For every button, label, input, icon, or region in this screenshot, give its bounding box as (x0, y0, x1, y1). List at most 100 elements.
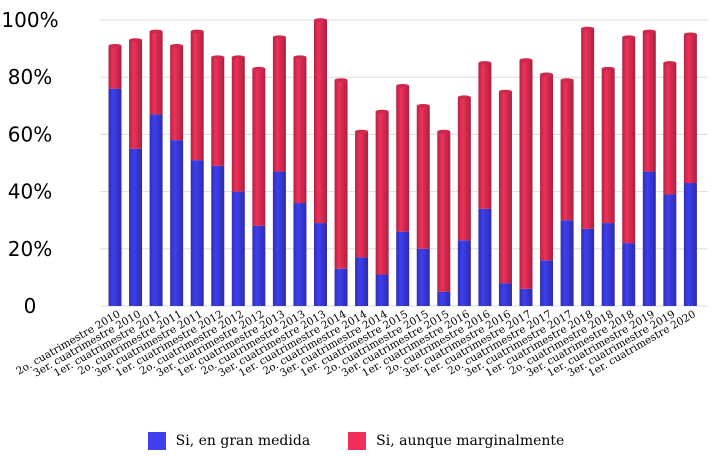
bar-segment-marginalmente (601, 68, 615, 224)
y-tick-label: 0 (24, 294, 37, 318)
bar-segment-marginalmente (642, 31, 656, 172)
bar-cap (498, 89, 512, 94)
bar-segment-marginalmente (231, 57, 245, 192)
stacked-bar-chart: 020%40%60%80%100%2o. cuatrimestre 20103e… (1, 8, 708, 380)
y-tick-label: 100% (1, 8, 58, 32)
bar-cap (375, 109, 389, 114)
chart-legend: Si, en gran medida Si, aunque marginalme… (0, 432, 712, 450)
bar-segment-gran-medida (375, 274, 389, 306)
bar-cap (416, 104, 430, 108)
bar-cap (622, 35, 636, 39)
bar-segment-gran-medida (601, 223, 615, 306)
bar-cap (129, 38, 143, 42)
y-tick-label: 20% (8, 237, 52, 261)
bar-segment-marginalmente (149, 31, 163, 115)
bar-segment-gran-medida (519, 288, 533, 306)
bar-segment-gran-medida (272, 171, 286, 306)
bar-cap (642, 29, 656, 34)
bar-segment-marginalmente (293, 57, 307, 204)
bar-segment-gran-medida (149, 114, 163, 306)
bar-segment-gran-medida (581, 228, 595, 306)
bar-segment-marginalmente (581, 28, 595, 229)
bar-segment-gran-medida (457, 240, 471, 306)
bar-segment-gran-medida (293, 203, 307, 306)
bar-segment-gran-medida (129, 148, 143, 306)
legend-item-series-2: Si, aunque marginalmente (348, 432, 564, 450)
bar-cap (108, 43, 122, 48)
bar-cap (581, 26, 595, 31)
bar-segment-marginalmente (190, 31, 204, 161)
bar-segment-gran-medida (642, 171, 656, 306)
y-tick-label: 60% (8, 122, 52, 146)
bar-segment-marginalmente (560, 80, 574, 221)
y-tick-label: 40% (8, 180, 52, 204)
bar-segment-gran-medida (437, 291, 451, 306)
bar-segment-marginalmente (211, 57, 225, 166)
bar-cap (663, 61, 677, 65)
bar-segment-marginalmente (375, 111, 389, 275)
bar-cap (683, 32, 697, 37)
bar-cap (457, 95, 471, 100)
bar-segment-gran-medida (683, 183, 697, 306)
bar-cap (314, 18, 327, 22)
bar-segment-gran-medida (416, 248, 430, 306)
bar-segment-marginalmente (396, 85, 410, 232)
bar-cap (149, 29, 163, 34)
bar-segment-gran-medida (498, 283, 512, 306)
bar-segment-gran-medida (314, 223, 327, 306)
bar-cap (396, 83, 410, 88)
bar-cap (211, 55, 225, 59)
legend-label-series-2: Si, aunque marginalmente (376, 433, 565, 449)
bar-segment-gran-medida (622, 243, 636, 306)
bar-cap (252, 66, 266, 71)
bar-segment-gran-medida (108, 88, 122, 306)
bar-segment-marginalmente (498, 91, 512, 284)
bar-segment-gran-medida (560, 220, 574, 306)
bar-cap (231, 55, 245, 59)
legend-swatch-series-2 (348, 432, 367, 450)
bar-segment-marginalmente (437, 131, 451, 292)
y-tick-label: 80% (8, 65, 52, 89)
bar-cap (334, 78, 348, 82)
bar-cap (540, 72, 554, 77)
bar-segment-gran-medida (190, 160, 204, 306)
bar-segment-marginalmente (170, 45, 184, 141)
bar-cap (519, 58, 533, 62)
legend-item-series-1: Si, en gran medida (147, 432, 311, 450)
bar-segment-marginalmente (683, 34, 697, 184)
bar-segment-gran-medida (211, 165, 225, 306)
bar-segment-gran-medida (170, 140, 184, 306)
bar-segment-marginalmente (314, 20, 327, 224)
bar-cap (272, 35, 286, 39)
bar-segment-marginalmente (663, 62, 677, 195)
bar-segment-marginalmente (622, 37, 636, 244)
bar-segment-gran-medida (540, 260, 554, 306)
bar-segment-marginalmente (334, 80, 348, 269)
bar-segment-gran-medida (231, 191, 245, 306)
bar-segment-marginalmente (478, 62, 492, 209)
bar-segment-marginalmente (252, 68, 266, 226)
bar-segment-marginalmente (129, 40, 143, 149)
bar-segment-gran-medida (252, 225, 266, 306)
bar-segment-marginalmente (519, 60, 533, 289)
legend-swatch-series-1 (147, 432, 166, 450)
bar-cap (478, 61, 492, 65)
bar-segment-marginalmente (355, 131, 369, 258)
bar-cap (601, 66, 615, 71)
bar-cap (560, 78, 574, 82)
bar-segment-gran-medida (334, 268, 348, 306)
bar-cap (293, 55, 307, 59)
bar-cap (355, 129, 369, 134)
bar-segment-gran-medida (355, 257, 369, 306)
bar-segment-marginalmente (108, 45, 122, 89)
bar-cap (437, 129, 451, 134)
bar-segment-gran-medida (478, 208, 492, 306)
bar-segment-marginalmente (457, 97, 471, 241)
legend-label-series-1: Si, en gran medida (175, 433, 311, 449)
bar-segment-marginalmente (272, 37, 286, 172)
bar-cap (190, 29, 204, 34)
bar-segment-marginalmente (540, 74, 554, 261)
bar-cap (170, 43, 184, 48)
bar-segment-gran-medida (396, 231, 410, 306)
bar-segment-gran-medida (663, 194, 677, 306)
